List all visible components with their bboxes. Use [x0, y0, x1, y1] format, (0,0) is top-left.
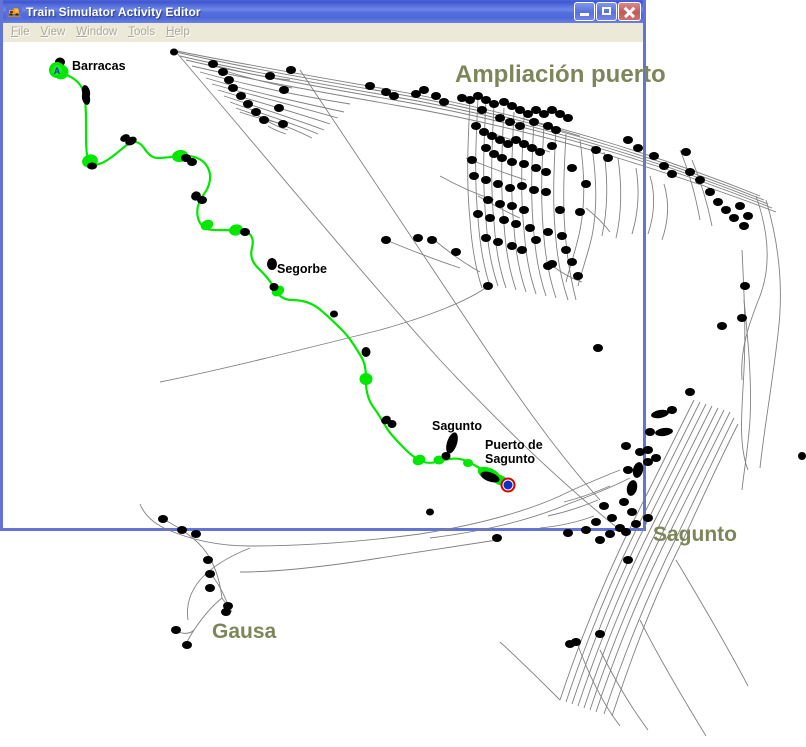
menu-item-window[interactable]: Window: [76, 26, 118, 38]
menu-item-window-label: indow: [87, 26, 118, 38]
menu-item-help-label: elp: [174, 26, 190, 38]
menu-item-view[interactable]: View: [40, 26, 66, 38]
menu-item-view-label: iew: [48, 26, 66, 38]
map-label-sagunto-station: Sagunto: [432, 419, 482, 433]
menu-item-file[interactable]: File: [11, 26, 30, 38]
map-client-area[interactable]: [3, 42, 643, 528]
map-label-sagunto-city: Sagunto: [653, 523, 737, 546]
menu-item-file-label: ile: [18, 26, 30, 38]
minimize-button[interactable]: [574, 2, 595, 21]
menu-item-tools-label: ools: [133, 26, 156, 38]
window-title: Train Simulator Activity Editor: [26, 4, 201, 19]
map-label-puerto-de-sagunto: Puerto de Sagunto: [485, 438, 543, 466]
train-locomotive-icon: [6, 3, 22, 20]
menu-item-tools[interactable]: Tools: [128, 26, 156, 38]
menu-item-help[interactable]: Help: [166, 26, 190, 38]
map-label-ampliacion-puerto: Ampliación puerto: [455, 61, 666, 88]
close-button[interactable]: [618, 2, 641, 21]
map-label-barracas: Barracas: [72, 59, 126, 73]
map-label-segorbe: Segorbe: [277, 262, 328, 276]
title-bar[interactable]: Train Simulator Activity Editor: [3, 0, 643, 23]
menu-bar[interactable]: File View Window Tools Help: [3, 23, 643, 42]
maximize-button[interactable]: [596, 2, 617, 21]
map-label-gausa: Gausa: [212, 620, 277, 643]
